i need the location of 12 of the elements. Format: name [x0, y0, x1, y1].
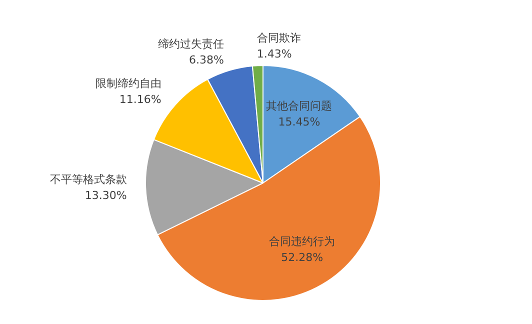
data-label: 52.28%: [281, 250, 324, 264]
slice-label: 合同欺诈: [256, 32, 301, 45]
slice-label: 合同违约行为: [269, 234, 336, 248]
slice-label: 其他合同问题: [266, 99, 332, 112]
data-label: 6.38%: [189, 53, 224, 66]
slice-label: 不平等格式条款: [50, 173, 127, 186]
data-label: 15.45%: [278, 115, 320, 128]
data-label: 1.43%: [256, 48, 292, 61]
data-label: 11.16%: [119, 93, 162, 106]
slice-label: 限制缔约自由: [95, 77, 162, 90]
data-label: 13.30%: [84, 189, 127, 202]
slice-label: 缔约过失责任: [158, 37, 224, 50]
